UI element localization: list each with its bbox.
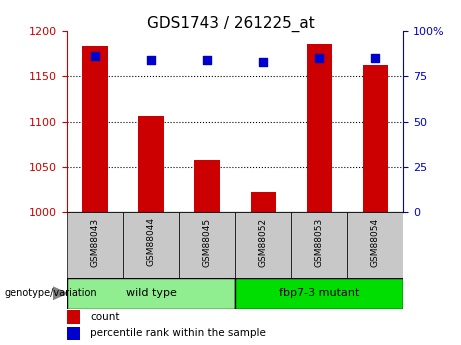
Point xyxy=(147,57,154,63)
Text: GSM88052: GSM88052 xyxy=(259,217,268,267)
Point xyxy=(203,57,211,63)
Point xyxy=(260,59,267,65)
Point xyxy=(372,56,379,61)
Text: GSM88044: GSM88044 xyxy=(147,217,155,266)
Bar xyxy=(67,310,80,324)
Bar xyxy=(195,160,220,212)
Polygon shape xyxy=(53,287,67,299)
Bar xyxy=(307,44,332,212)
Text: GSM88053: GSM88053 xyxy=(315,217,324,267)
Bar xyxy=(67,327,80,340)
Text: wild type: wild type xyxy=(125,288,177,298)
Text: genotype/variation: genotype/variation xyxy=(5,288,97,298)
Bar xyxy=(363,65,388,212)
Bar xyxy=(235,278,403,309)
Text: GSM88045: GSM88045 xyxy=(202,217,212,267)
Bar xyxy=(67,212,123,278)
Text: count: count xyxy=(90,312,120,322)
Bar xyxy=(250,192,276,212)
Text: percentile rank within the sample: percentile rank within the sample xyxy=(90,328,266,338)
Text: fbp7-3 mutant: fbp7-3 mutant xyxy=(279,288,360,298)
Bar xyxy=(123,212,179,278)
Point xyxy=(315,56,323,61)
Bar xyxy=(179,212,235,278)
Text: GSM88054: GSM88054 xyxy=(371,217,380,267)
Bar xyxy=(138,116,164,212)
Bar xyxy=(235,212,291,278)
Bar xyxy=(291,212,347,278)
Point xyxy=(91,54,99,59)
Bar xyxy=(82,47,107,212)
Text: GSM88043: GSM88043 xyxy=(90,217,100,267)
Bar xyxy=(67,278,235,309)
Bar xyxy=(347,212,403,278)
Text: GDS1743 / 261225_at: GDS1743 / 261225_at xyxy=(147,16,314,32)
